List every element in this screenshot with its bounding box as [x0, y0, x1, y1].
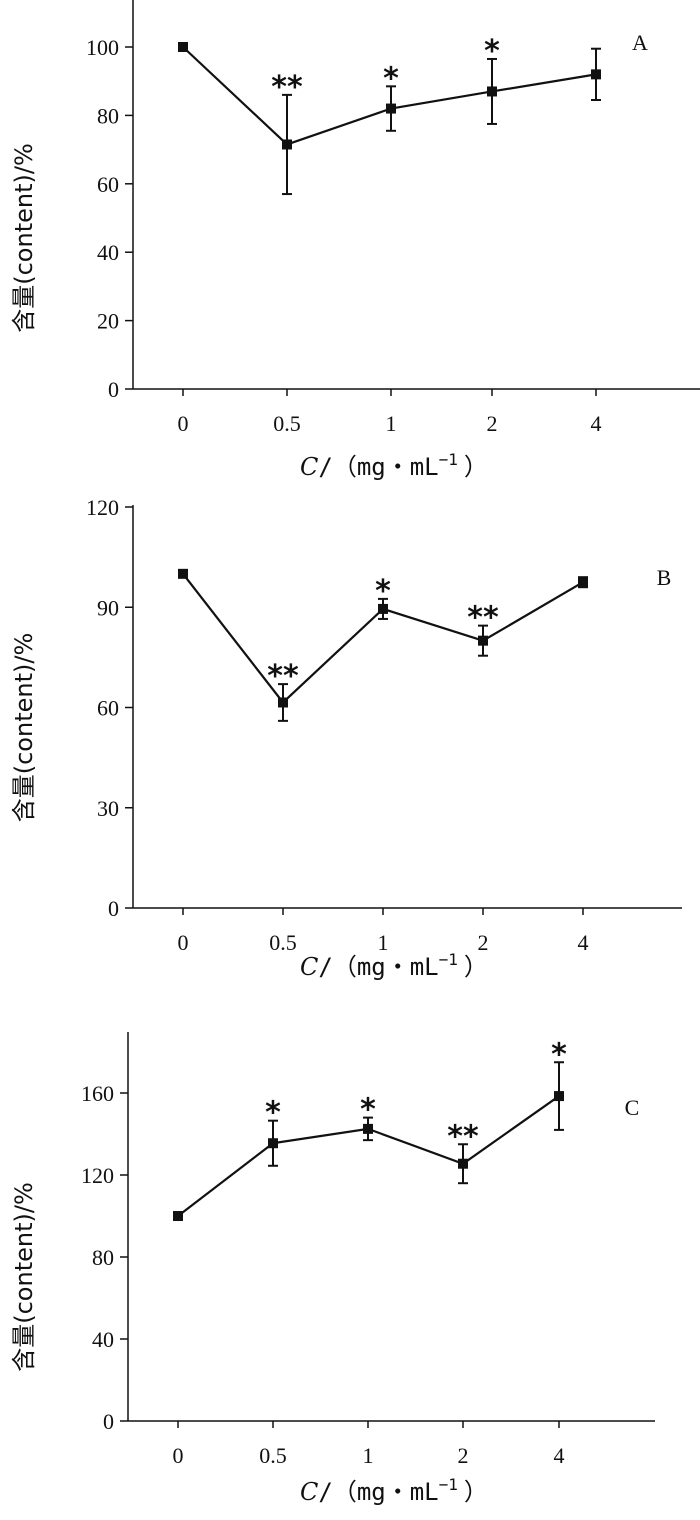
y-tick-label: 160: [81, 1081, 114, 1106]
panel-label: C: [625, 1095, 640, 1120]
data-point: [173, 1211, 183, 1221]
y-tick-label: 60: [97, 172, 119, 197]
x-tick-label: 0.5: [273, 411, 301, 436]
significance-marker: *: [383, 61, 399, 96]
data-point: [458, 1158, 468, 1169]
x-tick-label: 0: [178, 411, 189, 436]
data-point: [378, 603, 388, 614]
x-tick-label: 0.5: [259, 1443, 287, 1468]
x-axis-title: C/（mg・mL−1 ）: [300, 950, 488, 981]
significance-marker: *: [360, 1093, 376, 1128]
x-tick-label: 2: [487, 411, 498, 436]
x-axis-unit-exponent: −1: [439, 1475, 458, 1494]
data-point: [268, 1138, 278, 1149]
y-axis-title: 含量(content)/%: [10, 1182, 38, 1372]
x-tick-label: 1: [386, 411, 397, 436]
y-tick-label: 0: [108, 896, 119, 921]
x-axis-title: C/（mg・mL−1 ）: [300, 450, 488, 481]
x-tick-label: 4: [591, 411, 602, 436]
y-tick-label: 30: [97, 796, 119, 821]
panel-label: A: [632, 30, 648, 55]
x-tick-label: 4: [578, 930, 589, 955]
x-tick-label: 0: [178, 930, 189, 955]
x-axis-unit-close: ）: [464, 1478, 488, 1506]
y-tick-label: 20: [97, 309, 119, 334]
data-point: [591, 69, 601, 80]
x-axis-variable: C: [300, 453, 318, 481]
y-axis-title: 含量(content)/%: [10, 633, 38, 823]
y-tick-label: 90: [97, 595, 119, 620]
x-tick-label: 4: [554, 1443, 565, 1468]
y-tick-label: 0: [103, 1409, 114, 1434]
y-tick-label: 120: [81, 1163, 114, 1188]
y-tick-label: 0: [108, 377, 119, 402]
x-axis-unit-exponent: −1: [439, 950, 458, 969]
y-axis-title: 含量(content)/%: [10, 143, 38, 333]
data-point: [178, 42, 188, 52]
data-point: [487, 86, 497, 97]
y-tick-label: 40: [97, 240, 119, 265]
x-axis-unit: /（mg・mL: [318, 1478, 438, 1506]
significance-marker: *: [265, 1096, 281, 1131]
x-tick-label: 1: [378, 930, 389, 955]
significance-marker: **: [447, 1119, 479, 1154]
x-axis-variable: C: [300, 953, 318, 981]
y-tick-label: 40: [92, 1327, 114, 1352]
x-tick-label: 1: [363, 1443, 374, 1468]
data-point: [554, 1091, 564, 1102]
x-axis-unit-close: ）: [464, 953, 488, 981]
significance-marker: *: [375, 574, 391, 609]
x-tick-label: 2: [478, 930, 489, 955]
y-tick-label: 60: [97, 696, 119, 721]
data-point: [363, 1123, 373, 1134]
x-axis-variable: C: [300, 1478, 318, 1506]
y-tick-label: 80: [92, 1245, 114, 1270]
data-point: [178, 568, 188, 579]
data-point: [478, 635, 488, 646]
data-point: [578, 577, 588, 588]
significance-marker: **: [467, 601, 499, 636]
x-axis-unit-exponent: −1: [439, 450, 458, 469]
data-point: [278, 697, 288, 708]
y-tick-label: 120: [86, 495, 119, 520]
data-point: [386, 103, 396, 114]
x-tick-label: 2: [458, 1443, 469, 1468]
significance-marker: *: [484, 34, 500, 69]
x-tick-label: 0.5: [269, 930, 297, 955]
significance-marker: **: [271, 70, 303, 105]
x-axis-unit: /（mg・mL: [318, 953, 438, 981]
y-tick-label: 100: [86, 35, 119, 60]
significance-marker: **: [267, 659, 299, 694]
y-tick-label: 80: [97, 103, 119, 128]
significance-marker: *: [551, 1037, 567, 1072]
x-axis-title: C/（mg・mL−1 ）: [300, 1475, 488, 1506]
panel-label: B: [657, 565, 672, 590]
data-point: [282, 139, 292, 150]
x-axis-unit-close: ）: [464, 453, 488, 481]
x-axis-unit: /（mg・mL: [318, 453, 438, 481]
x-tick-label: 0: [173, 1443, 184, 1468]
